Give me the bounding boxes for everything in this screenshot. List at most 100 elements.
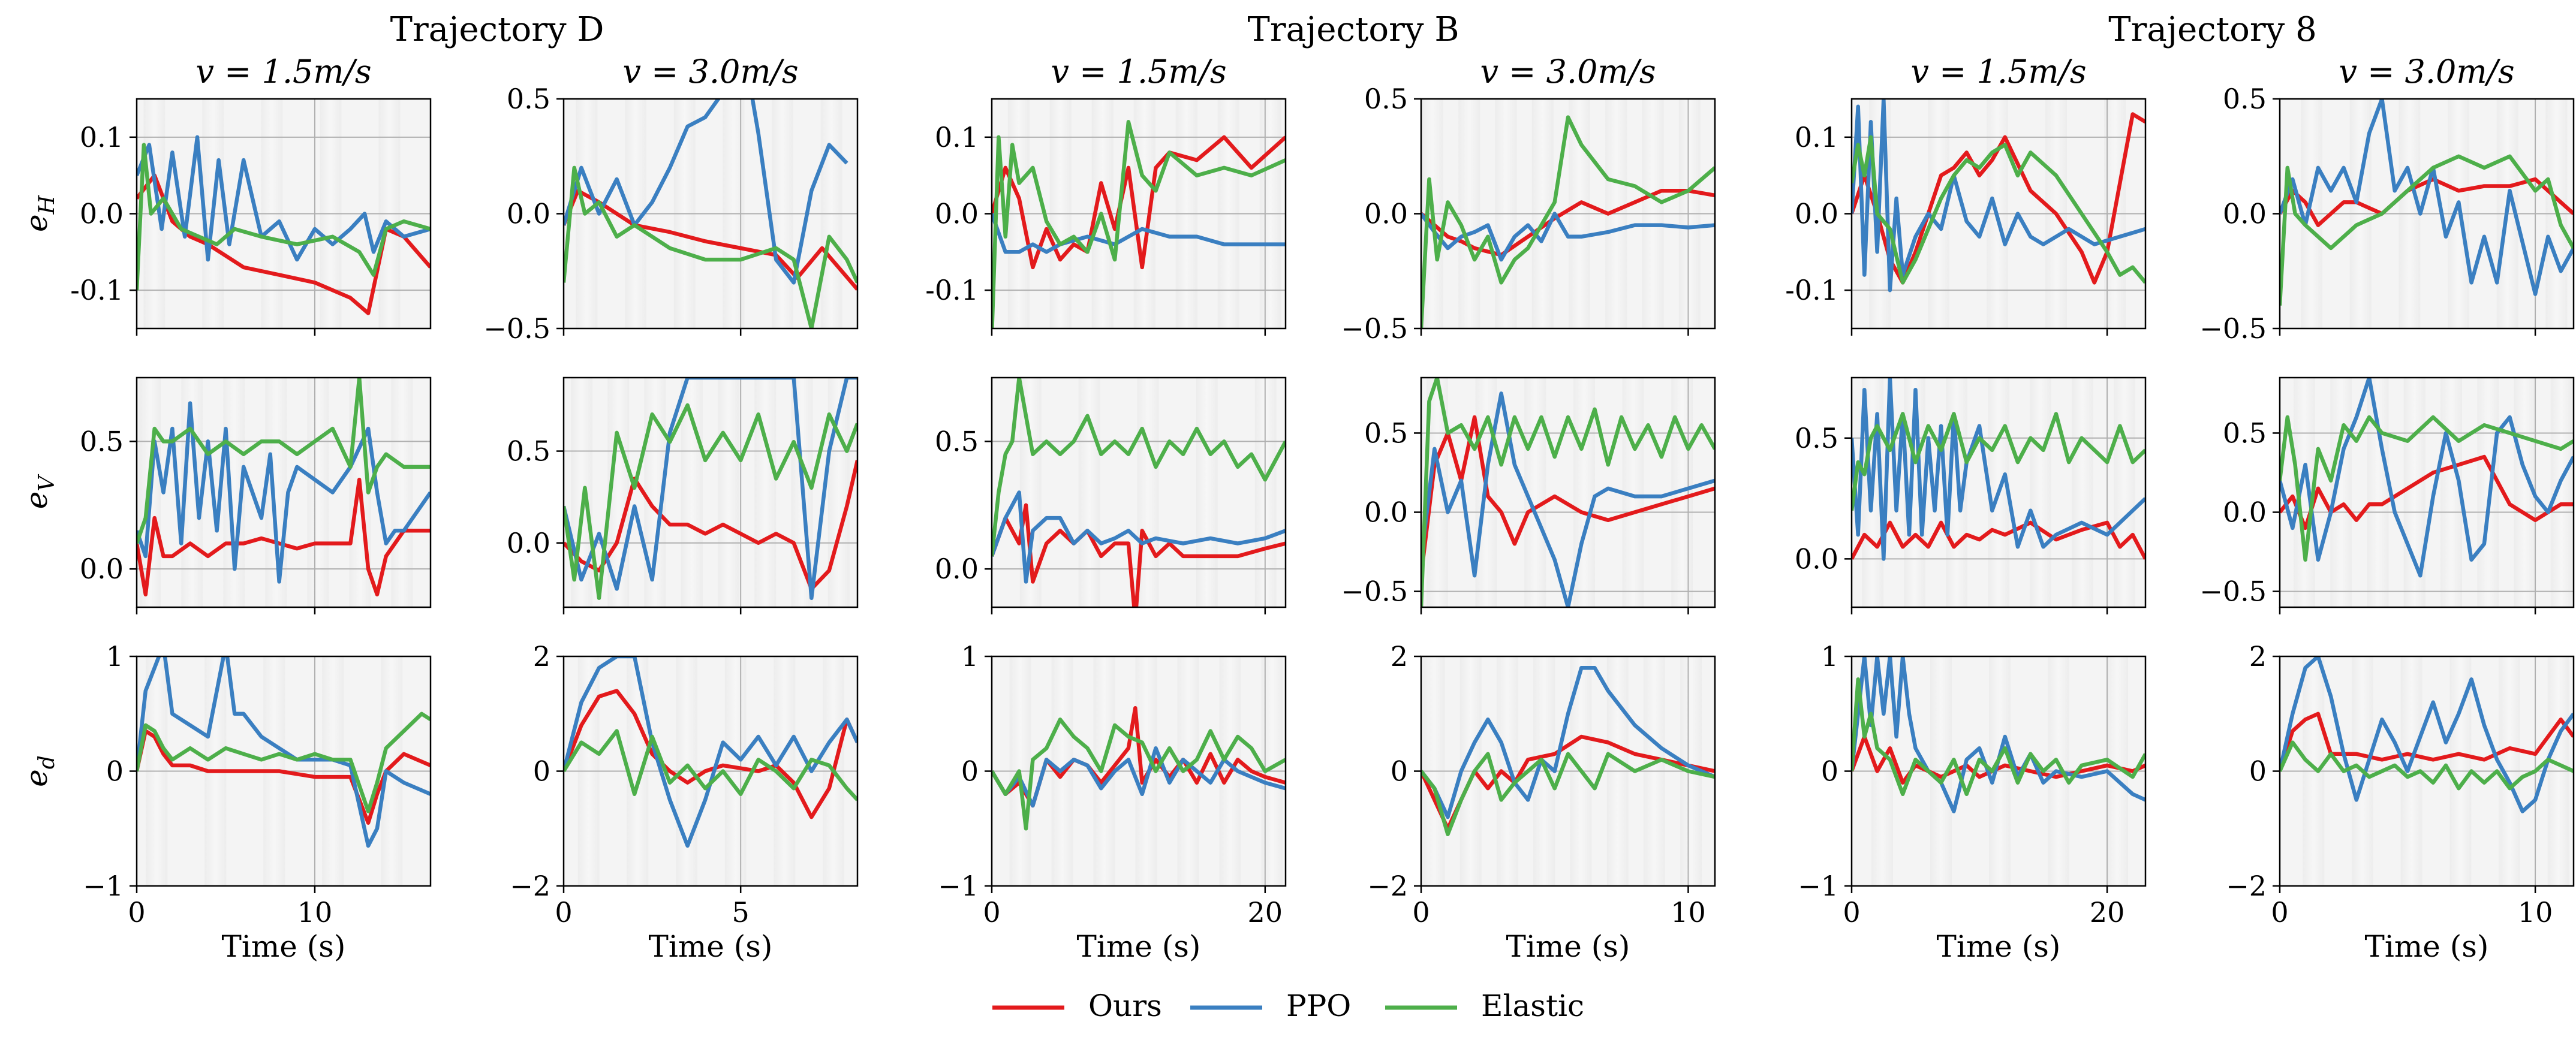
shading-band	[2030, 378, 2051, 607]
series-line-ppo	[564, 378, 857, 600]
y-tick-label: 2	[1391, 640, 1408, 673]
subplot: 0.5 0.0 eV	[19, 376, 432, 614]
column-headers: Trajectory D v = 1.5m/s v = 3.0m/s Trajecto…	[195, 10, 2514, 91]
series-line-elastic	[1421, 115, 1715, 328]
series-line-elastic	[137, 712, 431, 813]
speed-label: v = 3.0m/s	[1480, 53, 1656, 91]
series-line-ppo	[992, 490, 1286, 584]
y-tick-label: 0	[1391, 755, 1408, 788]
y-tick-label: 0.5	[1364, 417, 1408, 449]
axes-frame	[991, 376, 1287, 608]
speed-label: v = 1.5m/s	[1051, 53, 1226, 91]
y-tick-label: 0	[533, 755, 550, 788]
y-tick-label: −1	[1798, 870, 1838, 902]
y-tick-label: 0.0	[2223, 496, 2267, 529]
y-tick-label: 0.5	[2223, 83, 2267, 115]
x-tick-label: 10	[297, 896, 333, 929]
y-tick-label: 0.5	[1795, 422, 1838, 454]
x-axis-label: Time (s)	[1937, 929, 2061, 964]
speed-label: v = 3.0m/s	[2339, 53, 2514, 91]
series-line-elastic	[2280, 154, 2574, 306]
y-tick-label: 0.5	[80, 425, 124, 457]
legend-label: Elastic	[1481, 988, 1584, 1023]
subplot: 0.5 0.0	[507, 376, 859, 614]
shading-band	[2114, 378, 2135, 607]
series-line-ppo	[992, 213, 1286, 254]
speed-label: v = 1.5m/s	[1910, 53, 2086, 91]
shading-band	[307, 378, 329, 607]
y-tick-label: −0.5	[1341, 312, 1408, 345]
x-axis-label: Time (s)	[2365, 929, 2489, 964]
y-tick-label: 0.0	[935, 198, 979, 230]
y-tick-label: 0.5	[1364, 83, 1408, 115]
y-tick-label: 0.0	[507, 527, 550, 559]
subplot: 0.1 0.0 -0.1 eH	[19, 98, 432, 336]
y-tick-label: 0.5	[935, 425, 979, 457]
y-tick-label: 0	[106, 755, 124, 788]
y-tick-label: 0	[961, 755, 979, 788]
shading-band	[1196, 378, 1218, 607]
y-tick-label: 0.5	[507, 83, 550, 115]
y-tick-label: −2	[2226, 870, 2267, 902]
y-tick-label: 0.1	[80, 121, 124, 153]
y-tick-label: 0.0	[507, 198, 550, 230]
legend-label: Ours	[1088, 988, 1162, 1023]
row-label: eV	[19, 474, 59, 510]
series-line-elastic	[2280, 740, 2574, 791]
y-tick-label: −2	[1367, 870, 1408, 902]
y-tick-label: 0	[2249, 755, 2267, 788]
y-tick-label: 1	[961, 640, 979, 673]
y-tick-label: 2	[533, 640, 550, 673]
subplot: 0.1 0.0 -0.1	[925, 98, 1287, 336]
y-tick-label: 0.0	[2223, 198, 2267, 230]
shading-band	[2367, 378, 2389, 607]
series-line-ppo	[2280, 99, 2574, 296]
x-tick-label: 0	[555, 896, 572, 929]
y-tick-label: 0.0	[935, 553, 979, 585]
speed-label: v = 1.5m/s	[195, 53, 371, 91]
y-tick-label: 0.0	[80, 198, 124, 230]
legend-item-ours: Ours	[992, 988, 1162, 1023]
shading-band	[265, 378, 287, 607]
subplot: 0.5 0.0	[1795, 376, 2147, 614]
subplot: 0.1 0.0 -0.1	[1785, 98, 2147, 336]
shading-band	[2072, 378, 2093, 607]
x-axis-label: Time (s)	[1077, 929, 1201, 964]
y-tick-label: -0.1	[925, 274, 979, 306]
x-tick-label: 10	[2518, 896, 2553, 929]
legend: Ours PPO Elastic	[992, 988, 1584, 1023]
y-tick-label: −0.5	[2199, 312, 2267, 345]
series-line-elastic	[1421, 752, 1715, 837]
series-line-ours	[137, 477, 431, 596]
x-tick-label: 0	[1843, 896, 1860, 929]
series-line-ppo	[137, 401, 431, 584]
shading-band	[2440, 378, 2463, 607]
legend-item-ppo: PPO	[1190, 988, 1351, 1023]
y-tick-label: −2	[510, 870, 550, 902]
series-line-elastic	[564, 729, 857, 801]
series-line-elastic	[992, 378, 1286, 557]
series-line-ppo	[1852, 656, 2145, 813]
y-tick-label: 0.0	[1364, 198, 1408, 230]
shading-band	[754, 378, 777, 607]
series-line-elastic	[137, 143, 431, 291]
legend-item-elastic: Elastic	[1385, 988, 1584, 1023]
row-label: eH	[19, 195, 59, 232]
y-tick-label: −1	[938, 870, 979, 902]
y-tick-label: 0.0	[1795, 542, 1838, 575]
series-line-elastic	[2280, 415, 2574, 562]
series-line-ppo	[564, 99, 848, 285]
subplot: 0.5 0.0 −0.5	[2199, 83, 2575, 345]
axes-frame	[1420, 376, 1716, 608]
y-tick-label: -0.1	[70, 274, 124, 306]
y-tick-label: −0.5	[1341, 575, 1408, 608]
series-line-elastic	[1852, 135, 2145, 285]
y-tick-label: 0.0	[1364, 496, 1408, 529]
x-tick-label: 5	[732, 896, 750, 929]
x-tick-label: 10	[1671, 896, 1706, 929]
y-tick-label: 0.0	[80, 553, 124, 585]
y-tick-label: −0.5	[483, 312, 550, 345]
